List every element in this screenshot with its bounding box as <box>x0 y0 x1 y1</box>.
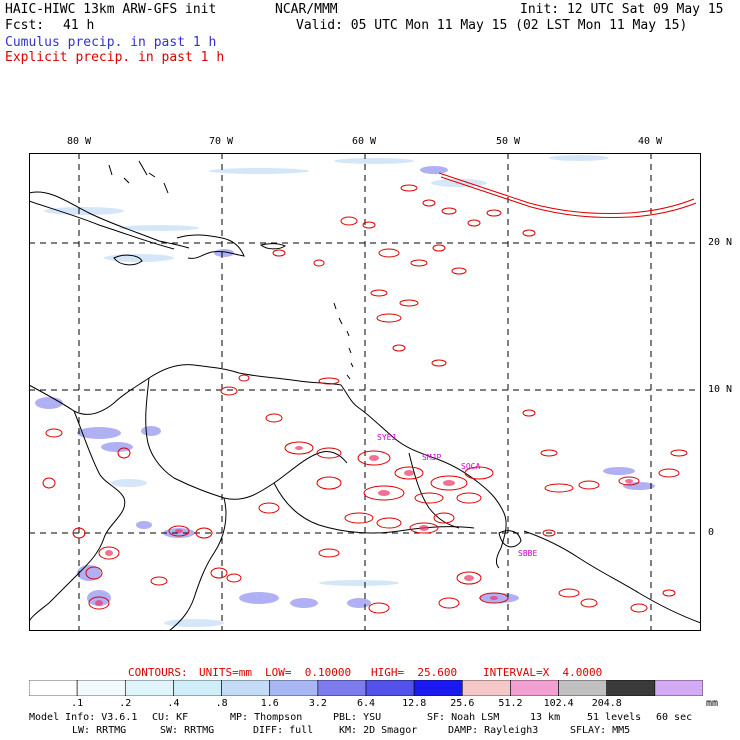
footer-item: CU: KF <box>152 712 189 723</box>
colorbar-swatch <box>654 680 703 696</box>
colorbar-tick-label: .4 <box>167 698 180 709</box>
colorbar-tick-label: 12.8 <box>402 698 427 709</box>
footer-item: 13 km <box>530 712 561 723</box>
colorbar-tick-label: 25.6 <box>450 698 475 709</box>
station-labels: SYEJ SMJP SOCA SBBE <box>377 433 537 558</box>
station-sbbe: SBBE <box>518 549 537 558</box>
coastlines <box>29 160 701 631</box>
contours-interval: INTERVAL=X 4.0000 <box>483 666 603 679</box>
colorbar-swatch <box>510 680 559 696</box>
contours-units: UNITS=mm <box>199 666 252 679</box>
colorbar-swatch <box>124 680 174 696</box>
init-time: Init: 12 UTC Sat 09 May 15 <box>520 2 724 17</box>
colorbar-swatch <box>76 680 126 696</box>
model-title: HAIC-HIWC 13km ARW-GFS init <box>5 2 217 17</box>
lat-label-10n: 10 N <box>708 384 733 395</box>
colorbar-tick-label: 204.8 <box>591 698 622 709</box>
colorbar-swatch <box>317 680 367 696</box>
footer-item: 51 levels <box>587 712 642 723</box>
footer-item: LW: RRTMG <box>72 725 127 736</box>
colorbar <box>29 680 703 696</box>
fcst-value: 41 h <box>63 18 95 33</box>
colorbar-tick-label: .2 <box>119 698 132 709</box>
valid-time: Valid: 05 UTC Mon 11 May 15 (02 LST Mon … <box>296 18 688 33</box>
colorbar-swatch <box>269 680 319 696</box>
colorbar-tick-label: .8 <box>215 698 228 709</box>
org-label: NCAR/MMM <box>275 2 338 17</box>
colorbar-tick-label: 102.4 <box>543 698 574 709</box>
station-smjp: SMJP <box>422 453 441 462</box>
colorbar-swatch <box>461 680 511 696</box>
footer-item: SFLAY: MM5 <box>570 725 631 736</box>
lon-label-80w: 80 W <box>67 136 92 147</box>
colorbar-tick-label: 51.2 <box>498 698 523 709</box>
footer-item: DIFF: full <box>253 725 314 736</box>
colorbar-swatch <box>413 680 463 696</box>
colorbar-swatch <box>173 680 222 696</box>
explicit-precip-cores <box>95 446 633 606</box>
station-soca: SOCA <box>461 462 480 471</box>
lon-label-40w: 40 W <box>638 136 663 147</box>
contours-high: HIGH= 25.600 <box>371 666 458 679</box>
map-frame <box>29 153 701 631</box>
lon-label-60w: 60 W <box>352 136 377 147</box>
colorbar-tick-label: 6.4 <box>357 698 376 709</box>
footer-item: KM: 2D Smagor <box>339 725 418 736</box>
fcst-label: Fcst: <box>5 18 45 33</box>
colorbar-tick-label: 1.6 <box>260 698 279 709</box>
contours-prefix: CONTOURS: <box>128 666 188 679</box>
colorbar-swatch <box>221 680 271 696</box>
explicit-precip-contours <box>42 172 697 614</box>
footer-item: PBL: YSU <box>333 712 382 723</box>
cumulus-legend: Cumulus precip. in past 1 h <box>5 35 217 50</box>
footer-item: 60 sec <box>656 712 693 723</box>
colorbar-swatch <box>365 680 415 696</box>
precip-map: SYEJ SMJP SOCA SBBE <box>29 153 701 631</box>
lon-label-50w: 50 W <box>496 136 521 147</box>
footer-item: DAMP: Rayleigh3 <box>448 725 539 736</box>
lat-label-20n: 20 N <box>708 237 733 248</box>
lon-label-70w: 70 W <box>209 136 234 147</box>
colorbar-swatch <box>606 680 656 696</box>
contours-low: LOW= 0.10000 <box>265 666 352 679</box>
colorbar-swatch <box>558 680 608 696</box>
station-syej: SYEJ <box>377 433 396 442</box>
lat-lon-grid <box>29 153 701 631</box>
explicit-legend: Explicit precip. in past 1 h <box>5 50 225 65</box>
footer-item: Model Info: V3.6.1 <box>29 712 138 723</box>
footer-item: MP: Thompson <box>230 712 303 723</box>
colorbar-swatch <box>29 680 78 696</box>
colorbar-tick-label: .1 <box>71 698 84 709</box>
lat-label-0: 0 <box>708 527 715 538</box>
footer-item: SF: Noah LSM <box>427 712 500 723</box>
colorbar-tick-label: 3.2 <box>308 698 327 709</box>
footer-item: SW: RRTMG <box>160 725 215 736</box>
colorbar-unit: mm <box>706 698 719 709</box>
